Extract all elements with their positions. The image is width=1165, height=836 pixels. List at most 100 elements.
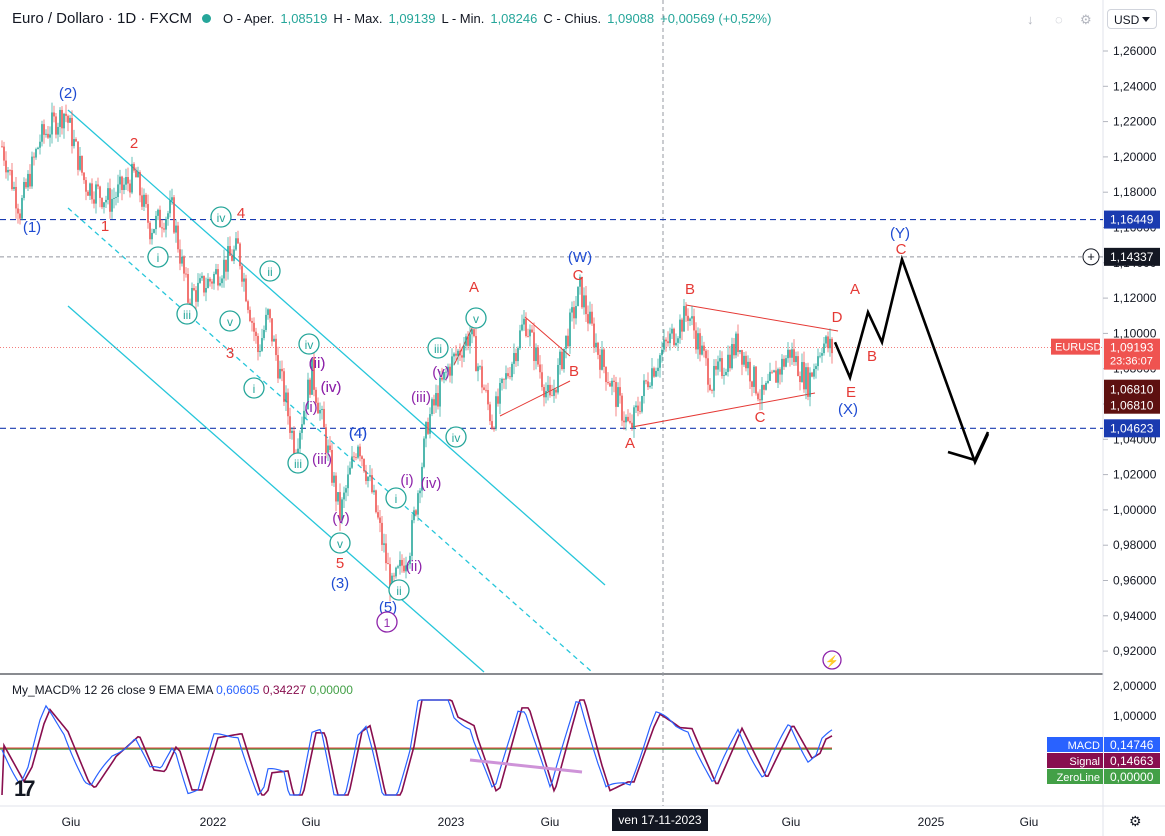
- candle-body: [633, 407, 635, 428]
- candle-body: [725, 371, 727, 376]
- candle-body: [573, 307, 575, 319]
- candle-body: [719, 358, 721, 362]
- candle-body: [655, 370, 657, 377]
- candle-body: [393, 575, 395, 577]
- candle-body: [35, 149, 37, 158]
- wave-label-circle: [219, 310, 241, 332]
- indicator-header[interactable]: My_MACD% 12 26 close 9 EMA EMA 0,60605 0…: [12, 683, 353, 697]
- candle-body: [689, 318, 691, 321]
- candle-body: [503, 378, 505, 380]
- candle-body: [493, 428, 495, 430]
- candle-body: [379, 517, 381, 523]
- candle-body: [599, 354, 601, 370]
- candle-body: [381, 522, 383, 545]
- candle-body: [127, 177, 129, 184]
- candle-body: [779, 369, 781, 375]
- candle-body: [431, 399, 433, 415]
- wave-label-circle: [376, 611, 398, 633]
- candle-body: [293, 430, 295, 455]
- candle-body: [161, 227, 163, 229]
- candle-body: [497, 396, 499, 404]
- wave-label-circle: [243, 377, 265, 399]
- candle-body: [555, 389, 557, 393]
- candle-body: [653, 368, 655, 377]
- candle-body: [659, 355, 661, 368]
- wave-label: v: [337, 537, 343, 551]
- candle-body: [45, 133, 47, 135]
- candle-body: [665, 339, 667, 342]
- wave-label: (1): [23, 219, 41, 236]
- candle-body: [409, 555, 411, 565]
- candle-body: [475, 336, 477, 372]
- candle-body: [583, 295, 585, 308]
- candle-body: [81, 155, 83, 173]
- wave-label: (i): [400, 472, 413, 489]
- candle-body: [607, 382, 609, 384]
- candle-body: [65, 113, 67, 116]
- candle-body: [823, 343, 825, 354]
- indicator-value-tag: [1104, 753, 1160, 768]
- divergence-line: [469, 758, 583, 774]
- candle-body: [303, 410, 305, 425]
- candle-body: [459, 350, 461, 356]
- candle-body: [509, 376, 511, 378]
- candle-body: [819, 355, 821, 357]
- candle-body: [89, 183, 91, 196]
- close-value: 1,09088: [607, 11, 655, 26]
- pattern-line: [631, 392, 816, 428]
- candle-body: [587, 314, 589, 324]
- candle-body: [401, 559, 403, 566]
- candle-body: [533, 332, 535, 362]
- down-arrow-icon[interactable]: ↓: [1027, 12, 1034, 27]
- candle-body: [677, 338, 679, 343]
- wave-label: B: [685, 281, 695, 298]
- candle-body: [287, 392, 289, 417]
- price-tick-label: 1,20000: [1113, 150, 1157, 164]
- candle-body: [527, 336, 529, 337]
- open-value: 1,08519: [280, 11, 328, 26]
- candle-body: [131, 163, 133, 193]
- candle-body: [519, 330, 521, 349]
- currency-select[interactable]: USD: [1107, 9, 1157, 29]
- candle-body: [13, 186, 15, 190]
- candle-body: [371, 475, 373, 493]
- symbol-tag-text: EURUSD: [1055, 342, 1102, 354]
- indicator-value-text: 0,14746: [1110, 738, 1154, 752]
- candle-body: [673, 328, 675, 346]
- gear-icon[interactable]: ⚙: [1129, 813, 1142, 829]
- close-label: C - Chius.: [543, 11, 602, 26]
- wave-label: (ii): [309, 355, 326, 372]
- candle-body: [625, 416, 627, 423]
- candle-body: [181, 256, 183, 264]
- candle-body: [521, 324, 523, 331]
- candle-body: [713, 365, 715, 391]
- candle-body: [543, 387, 545, 398]
- candle-body: [783, 358, 785, 367]
- settings-icon[interactable]: ⚙: [1080, 12, 1092, 27]
- candle-body: [231, 255, 233, 261]
- price-tick-label: 1,10000: [1113, 326, 1157, 340]
- candle-body: [331, 450, 333, 483]
- candle-body: [561, 351, 563, 370]
- candle-body: [95, 184, 97, 204]
- candle-body: [453, 353, 455, 357]
- candle-body: [759, 399, 761, 401]
- candle-body: [309, 379, 311, 395]
- symbol-title[interactable]: Euro / Dollaro · 1D · FXCM: [12, 10, 193, 27]
- candle-body: [775, 370, 777, 383]
- low-label: L - Min.: [441, 11, 485, 26]
- candle-body: [761, 384, 763, 401]
- eye-icon[interactable]: ◌: [1055, 12, 1063, 27]
- candle-body: [49, 134, 51, 138]
- time-crosshair-label: ven 17-11-2023: [612, 809, 708, 831]
- wave-label: (iii): [411, 389, 431, 406]
- candle-body: [505, 373, 507, 380]
- candle-body: [479, 366, 481, 368]
- candle-body: [335, 475, 337, 502]
- candle-body: [285, 392, 287, 402]
- wave-label-circle: [445, 426, 467, 448]
- candle-body: [247, 301, 249, 310]
- tradingview-logo[interactable]: 17: [14, 776, 36, 801]
- wave-label: (X): [838, 401, 858, 418]
